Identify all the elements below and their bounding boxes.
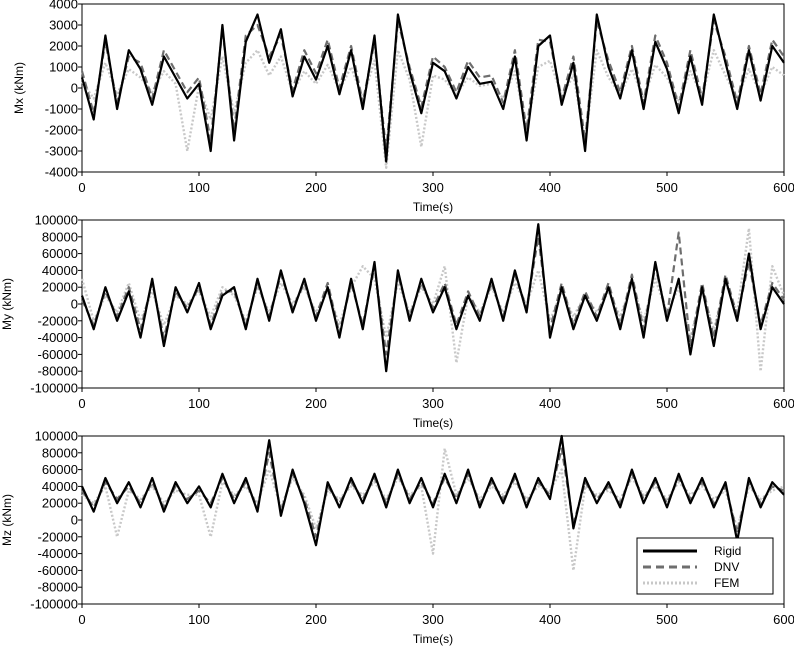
- series-layer-mx: [80, 13, 785, 170]
- x-tick-label: 500: [656, 180, 678, 195]
- y-tick-label: 20000: [42, 496, 78, 511]
- x-tick-label: 600: [773, 396, 794, 411]
- y-tick-label: 40000: [42, 263, 78, 278]
- x-tick-label: 300: [422, 612, 444, 627]
- x-tick-label: 100: [188, 396, 210, 411]
- y-tick-label: -40000: [38, 330, 78, 345]
- legend-label-dnv: DNV: [714, 560, 739, 574]
- y-tick-label: 1000: [49, 60, 78, 75]
- y-tick-label: 0: [71, 297, 78, 312]
- plot-frame-my: [81, 219, 785, 389]
- panel-mx: -4000 -3000 -2000 -1000 0 1000 2000 3000 4000 0 1…: [12, 0, 794, 214]
- x-tick-label: 200: [305, 180, 327, 195]
- panel-my: -100000-80000-60000-40000-20000020000400…: [0, 213, 794, 431]
- legend-label-fem: FEM: [714, 576, 739, 590]
- x-tick-label: 0: [78, 612, 85, 627]
- series-layer-my: [80, 223, 786, 373]
- y-tick-label: 100000: [35, 429, 78, 444]
- x-tick-label: 200: [305, 396, 327, 411]
- y-tick-label: 20000: [42, 280, 78, 295]
- y-tick-label: -40000: [38, 546, 78, 561]
- x-axis-label-my: Time(s): [413, 416, 453, 430]
- y-tick-label: -60000: [38, 563, 78, 578]
- series-line-rigid-mz: [81, 434, 785, 547]
- x-tick-label: 100: [188, 612, 210, 627]
- x-tick-label: 100: [188, 180, 210, 195]
- y-tick-label: 40000: [42, 479, 78, 494]
- y-tick-label: -80000: [38, 364, 78, 379]
- y-tick-label: -2000: [45, 123, 78, 138]
- y-tick-label: 100000: [35, 213, 78, 228]
- x-tick-label: 300: [422, 180, 444, 195]
- x-tick-label: 400: [539, 180, 561, 195]
- y-tick-label: 0: [71, 513, 78, 528]
- x-axis-label-mz: Time(s): [413, 632, 453, 646]
- x-tick-label: 500: [656, 396, 678, 411]
- x-tick-label: 0: [78, 396, 85, 411]
- y-tick-label: -100000: [30, 381, 78, 396]
- panel-mz: -100000-80000-60000-40000-20000020000400…: [0, 429, 794, 646]
- series-line-rigid-my: [80, 223, 785, 373]
- x-tick-label: 300: [422, 396, 444, 411]
- y-tick-label: 80000: [42, 229, 78, 244]
- y-tick-label: -20000: [38, 313, 78, 328]
- y-tick-label: -60000: [38, 347, 78, 362]
- y-axis-label-my: My (kNm): [0, 278, 14, 330]
- y-tick-label: 4000: [49, 0, 78, 12]
- x-ticks-mz: 0 100 200 300 400 500 600: [78, 604, 794, 627]
- x-tick-label: 600: [773, 612, 794, 627]
- y-tick-label: -20000: [38, 529, 78, 544]
- y-tick-label: 60000: [42, 246, 78, 261]
- x-ticks-mx: 0 100 200 300 400 500 600: [78, 172, 794, 195]
- series-line-dnv-mz: [81, 447, 785, 538]
- y-tick-label: 60000: [42, 462, 78, 477]
- series-layer-mz: [81, 434, 785, 572]
- y-tick-label: -3000: [45, 144, 78, 159]
- legend-label-rigid: Rigid: [714, 544, 741, 558]
- x-tick-label: 600: [773, 180, 794, 195]
- y-tick-label: 2000: [49, 39, 78, 54]
- x-ticks-my: 0 100 200 300 400 500 600: [78, 388, 794, 411]
- y-ticks-mx: -4000 -3000 -2000 -1000 0 1000 2000 3000 4000: [45, 0, 82, 180]
- x-tick-label: 400: [539, 396, 561, 411]
- y-tick-label: 80000: [42, 445, 78, 460]
- y-tick-label: -1000: [45, 102, 78, 117]
- series-line-dnv-my: [81, 231, 785, 356]
- series-line-fem-mz: [81, 447, 785, 572]
- legend: Rigid DNV FEM: [636, 537, 774, 595]
- y-tick-label: -80000: [38, 580, 78, 595]
- y-tick-label: 0: [71, 81, 78, 96]
- x-axis-label-mx: Time(s): [413, 200, 453, 214]
- series-line-dnv-mx: [80, 19, 785, 153]
- y-axis-label-mz: Mz (kNm): [0, 494, 14, 546]
- y-tick-label: -4000: [45, 165, 78, 180]
- y-axis-label-mx: Mx (kNm): [12, 62, 26, 114]
- x-tick-label: 200: [305, 612, 327, 627]
- x-tick-label: 400: [539, 612, 561, 627]
- series-line-rigid-mx: [80, 13, 785, 163]
- y-tick-label: 3000: [49, 18, 78, 33]
- x-tick-label: 500: [656, 612, 678, 627]
- y-tick-label: -100000: [30, 597, 78, 612]
- x-tick-label: 0: [78, 180, 85, 195]
